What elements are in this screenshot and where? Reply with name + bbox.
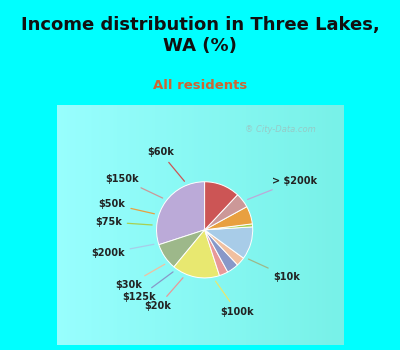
Text: All residents: All residents [153, 79, 247, 92]
Text: $75k: $75k [95, 217, 152, 227]
Text: $150k: $150k [105, 174, 163, 198]
Text: $60k: $60k [147, 147, 184, 181]
Text: $20k: $20k [145, 278, 183, 311]
Text: > $200k: > $200k [248, 176, 317, 200]
Wedge shape [159, 230, 205, 267]
Text: ® City-Data.com: ® City-Data.com [245, 125, 316, 134]
Wedge shape [205, 230, 228, 275]
Text: $30k: $30k [115, 264, 165, 290]
Wedge shape [205, 224, 253, 230]
Wedge shape [205, 195, 247, 230]
Text: $200k: $200k [91, 244, 154, 258]
Wedge shape [205, 227, 253, 258]
Wedge shape [174, 230, 220, 278]
Text: $10k: $10k [248, 259, 300, 282]
Wedge shape [205, 230, 244, 265]
Text: $100k: $100k [216, 281, 254, 317]
Wedge shape [156, 182, 205, 245]
Wedge shape [205, 230, 238, 272]
Text: Income distribution in Three Lakes,
WA (%): Income distribution in Three Lakes, WA (… [21, 16, 379, 55]
Text: $125k: $125k [122, 272, 173, 302]
Text: $50k: $50k [98, 199, 154, 214]
Wedge shape [205, 207, 252, 230]
Wedge shape [205, 182, 238, 230]
